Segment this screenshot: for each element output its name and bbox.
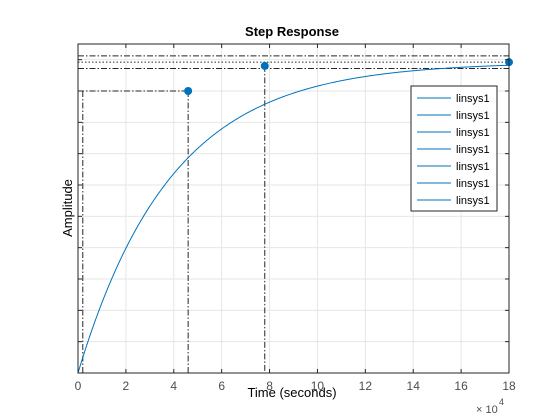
x-tick-label: 18 — [502, 379, 516, 393]
step-response-line — [77, 64, 510, 374]
legend: linsys1 linsys1 linsys1 linsys1 linsys1 linsy… — [410, 85, 498, 212]
legend-entry: linsys1 — [456, 127, 490, 139]
x-axis-ticks: 0 2 4 6 8 10 12 14 16 18 — [75, 44, 516, 393]
legend-entry: linsys1 — [456, 195, 490, 207]
settling-time-marker — [260, 61, 269, 70]
x-tick-label: 16 — [454, 379, 468, 393]
legend-entry: linsys1 — [456, 161, 490, 173]
legend-entry: linsys1 — [456, 144, 490, 156]
axes-box — [77, 43, 510, 374]
chart-title: Step Response — [245, 24, 339, 39]
y-axis-label: Amplitude — [60, 179, 75, 237]
legend-entry: linsys1 — [456, 93, 490, 105]
x-exponent-power: 4 — [499, 397, 504, 407]
x-tick-label: 4 — [170, 379, 177, 393]
x-exponent-base: × 10 — [476, 404, 498, 416]
legend-entry: linsys1 — [456, 110, 490, 122]
x-axis-label: Time (seconds) — [247, 385, 336, 400]
rise-end-marker — [184, 87, 193, 95]
x-tick-label: 6 — [218, 379, 225, 393]
legend-entry: linsys1 — [456, 178, 490, 190]
x-tick-label: 2 — [123, 379, 130, 393]
x-tick-label: 10 — [311, 379, 325, 393]
x-tick-label: 8 — [266, 379, 273, 393]
y-axis-ticks — [78, 59, 509, 374]
x-tick-label: 14 — [407, 379, 421, 393]
x-tick-label: 12 — [359, 379, 373, 393]
x-tick-label: 0 — [75, 379, 82, 393]
